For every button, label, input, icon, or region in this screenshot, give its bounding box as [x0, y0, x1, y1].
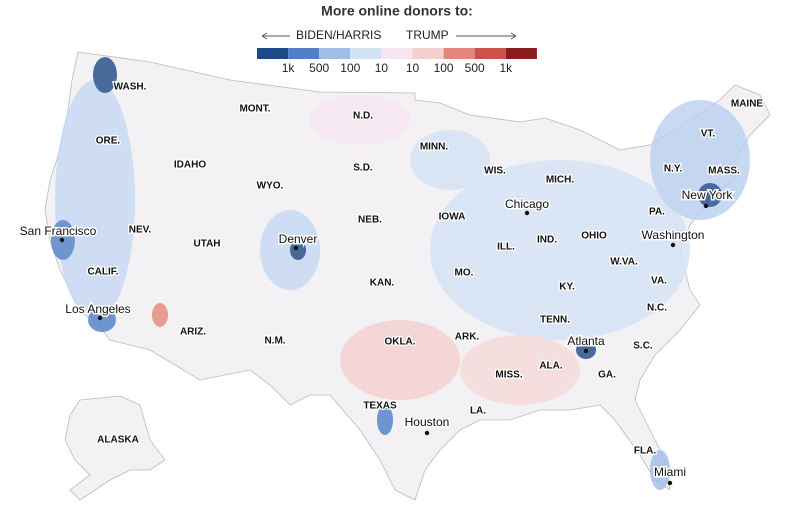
legend-tick-label: 100 — [340, 61, 360, 75]
legend-tick-label: 100 — [434, 61, 454, 75]
legend-right-label: TRUMP — [406, 28, 449, 42]
map-shapes — [44, 51, 771, 501]
city-dot — [670, 242, 676, 248]
state-label: S.D. — [353, 163, 373, 174]
city-dot — [524, 210, 530, 216]
state-label: W.VA. — [610, 257, 638, 268]
city-label: New York — [682, 188, 734, 202]
state-label: IDAHO — [174, 160, 206, 171]
legend-swatch — [319, 48, 351, 59]
state-label: GA. — [598, 370, 616, 381]
state-label: LA. — [470, 406, 486, 417]
state-label: KY. — [559, 282, 575, 293]
state-label: VA. — [651, 276, 667, 287]
legend-tick-label: 500 — [309, 61, 329, 75]
legend-swatch — [443, 48, 475, 59]
state-label: PA. — [649, 207, 665, 218]
city-dot — [59, 237, 65, 243]
legend-swatch — [381, 48, 413, 59]
legend-swatch — [257, 48, 289, 59]
state-label: TEXAS — [363, 401, 397, 412]
legend-swatch — [505, 48, 537, 59]
state-label: IOWA — [439, 212, 466, 223]
state-label: CALIF. — [87, 267, 118, 278]
state-label: ARK. — [455, 332, 480, 343]
legend-swatch — [412, 48, 444, 59]
alaska-outline — [64, 395, 166, 501]
city-label: Washington — [642, 228, 705, 242]
city-dot — [424, 430, 430, 436]
state-label: N.M. — [264, 336, 285, 347]
state-label: ORE. — [96, 136, 121, 147]
state-label: OHIO — [581, 231, 607, 242]
state-label: MAINE — [731, 99, 764, 110]
arrow-left-head — [261, 32, 268, 40]
state-label: FLA. — [634, 446, 656, 457]
legend: More online donors to: BIDEN/HARRIS TRUM… — [257, 3, 537, 75]
legend-tick-label: 1k — [499, 61, 513, 75]
legend-tick-label: 10 — [406, 61, 420, 75]
state-label: MONT. — [239, 104, 270, 115]
state-label: MO. — [455, 268, 474, 279]
city-label: Los Angeles — [65, 302, 130, 316]
state-label: S.C. — [633, 341, 653, 352]
city-label: Denver — [279, 232, 318, 246]
state-label: ILL. — [497, 242, 515, 253]
legend-swatch — [288, 48, 320, 59]
state-label: MASS. — [708, 166, 740, 177]
legend-swatch — [474, 48, 506, 59]
city-label: Houston — [405, 415, 450, 429]
state-label: WYO. — [257, 181, 284, 192]
city-dot — [583, 348, 589, 354]
legend-left-label: BIDEN/HARRIS — [296, 28, 381, 42]
state-label: MISS. — [495, 370, 522, 381]
state-label: TENN. — [540, 315, 570, 326]
state-label: NEV. — [129, 225, 152, 236]
state-label: NEB. — [358, 215, 382, 226]
legend-swatch — [350, 48, 382, 59]
state-label: MICH. — [546, 175, 575, 186]
state-label: ARIZ. — [180, 327, 206, 338]
state-label: WASH. — [114, 82, 147, 93]
state-label: VT. — [701, 129, 716, 140]
city-label: Chicago — [505, 197, 549, 211]
city-dot — [667, 480, 673, 486]
city-dot — [703, 203, 709, 209]
state-label: OKLA. — [384, 337, 415, 348]
city-label: Atlanta — [567, 334, 605, 348]
state-label: UTAH — [193, 239, 220, 250]
state-label: IND. — [537, 235, 557, 246]
state-label: ALASKA — [97, 435, 139, 446]
state-label: N.C. — [647, 303, 667, 314]
donor-shading — [51, 57, 750, 490]
state-label: N.Y. — [664, 164, 683, 175]
state-label: N.D. — [353, 111, 373, 122]
legend-tick-label: 10 — [375, 61, 389, 75]
state-label: ALA. — [539, 361, 563, 372]
city-dot — [293, 245, 299, 251]
state-label: WIS. — [484, 166, 506, 177]
legend-title: More online donors to: — [321, 3, 473, 19]
state-label: MINN. — [420, 142, 449, 153]
state-label: KAN. — [370, 278, 395, 289]
legend-tick-label: 500 — [465, 61, 485, 75]
labels: WASH. ORE. IDAHO MONT. WYO. NEV. UTAH CALIF. ARI… — [18, 80, 765, 486]
city-dot — [97, 315, 103, 321]
legend-tick-label: 1k — [282, 61, 296, 75]
city-label: San Francisco — [20, 224, 97, 238]
arrow-right-head — [510, 32, 517, 40]
city-label: Miami — [654, 465, 686, 479]
